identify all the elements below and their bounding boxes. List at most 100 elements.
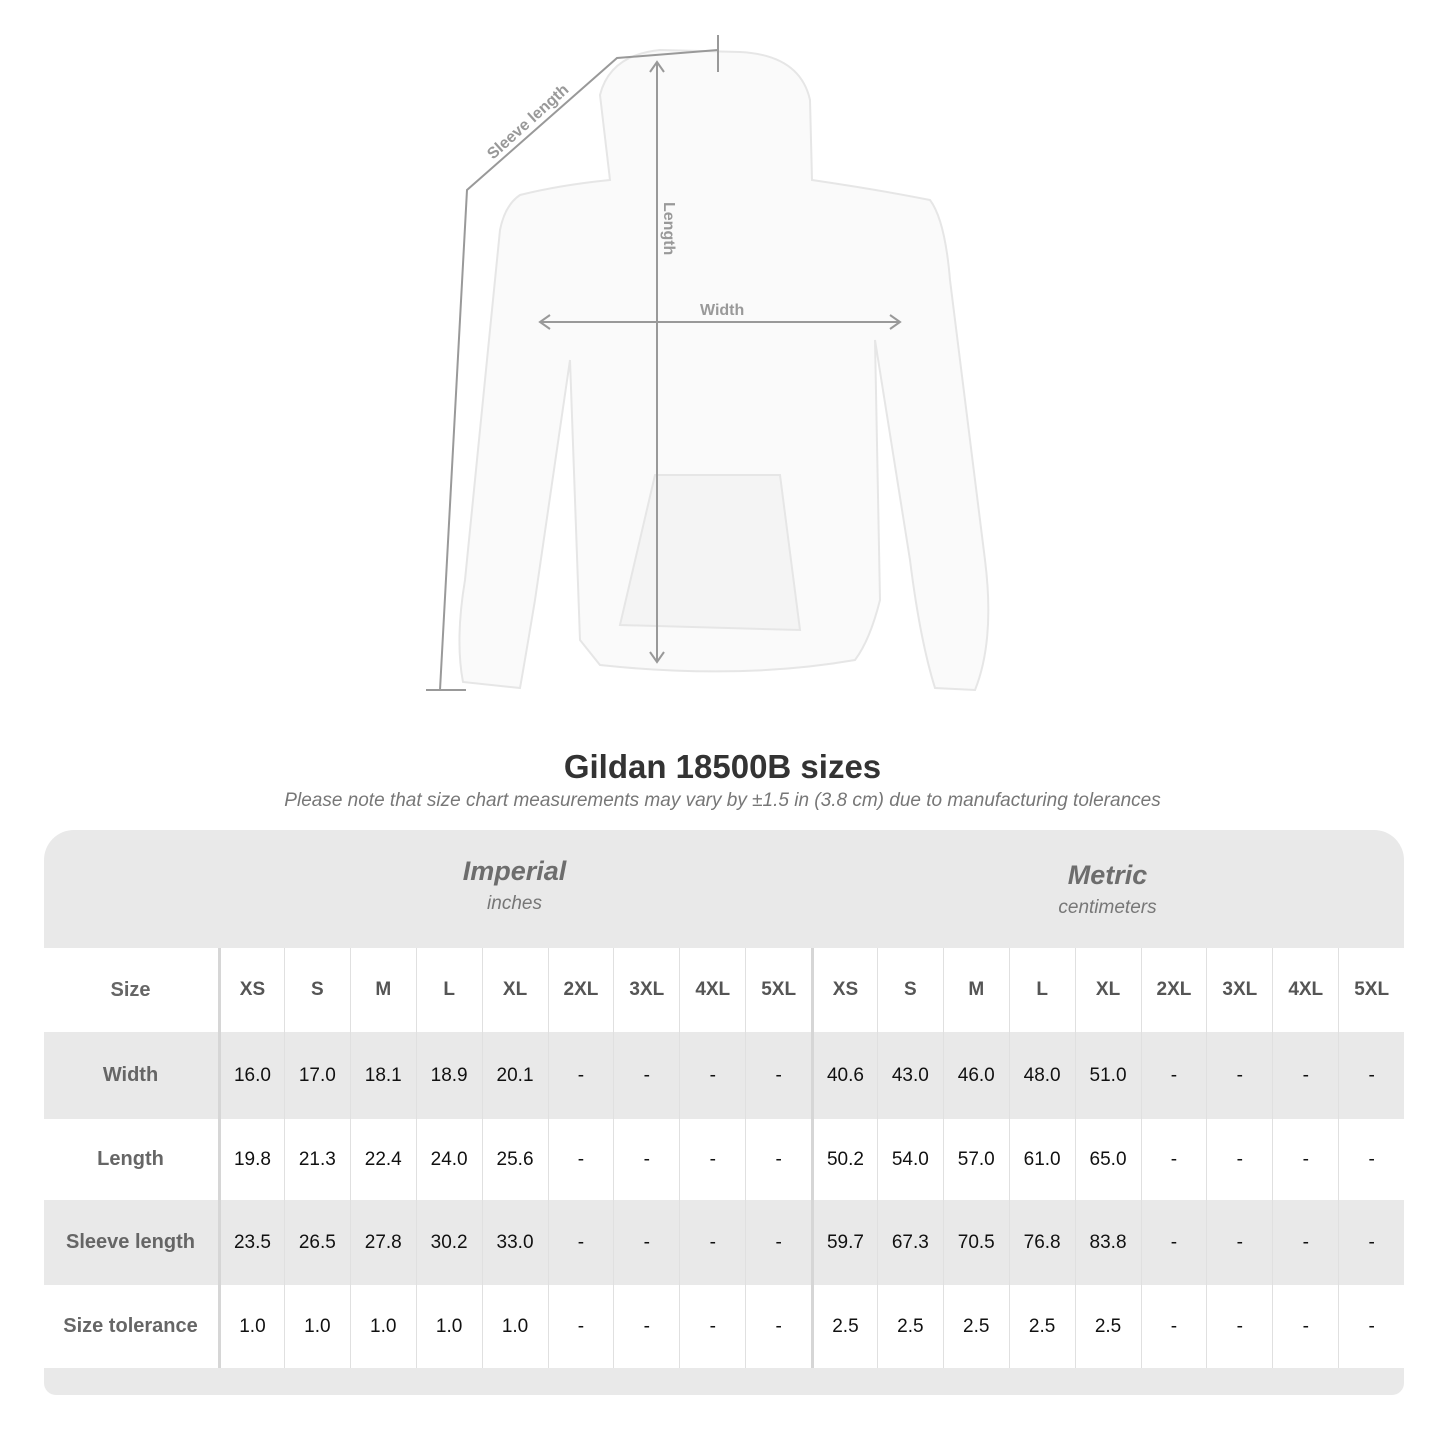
size-header-cell: 3XL (613, 948, 679, 1032)
row-label: Sleeve length (66, 1231, 195, 1253)
table-cell: 48.0 (1008, 1032, 1075, 1119)
table-cell: - (1140, 1032, 1207, 1119)
table-cell: - (1206, 1119, 1272, 1200)
table-cell: 17.0 (283, 1032, 350, 1119)
size-header-cell: 4XL (679, 948, 745, 1032)
table-cell: - (547, 1119, 614, 1200)
table-cell: 57.0 (942, 1119, 1009, 1200)
table-cell: 16.0 (218, 1032, 284, 1119)
size-header-cell: 5XL (745, 948, 811, 1032)
table-cell: 20.1 (481, 1032, 548, 1119)
table-cell: - (547, 1285, 614, 1368)
table-cell: - (679, 1032, 745, 1119)
size-header-cell: L (415, 948, 482, 1032)
table-cell: - (1338, 1032, 1404, 1119)
size-header-cell: XS (811, 948, 877, 1032)
width-label: Width (700, 302, 744, 319)
table-cell: 65.0 (1074, 1119, 1141, 1200)
table-cell: 33.0 (481, 1200, 548, 1285)
row-label: Length (97, 1148, 164, 1170)
table-cell: 46.0 (942, 1032, 1009, 1119)
length-label: Length (660, 202, 677, 255)
imperial-group: Imperial inches (218, 830, 811, 948)
table-cell: - (613, 1200, 679, 1285)
table-cell: - (1206, 1285, 1272, 1368)
size-header-cell: 2XL (1140, 948, 1207, 1032)
table-cell: 40.6 (811, 1032, 877, 1119)
table-cell: - (745, 1285, 811, 1368)
table-cell: 26.5 (283, 1200, 350, 1285)
size-header-cell: XS (218, 948, 284, 1032)
table-cell: - (547, 1200, 614, 1285)
table-cell: - (1140, 1119, 1207, 1200)
table-cell: 83.8 (1074, 1200, 1141, 1285)
table-row: Size tolerance 1.0 1.0 1.0 1.0 1.0- - - -2.5 2.5 2… (44, 1285, 1404, 1368)
table-cell: 70.5 (942, 1200, 1009, 1285)
table-cell: 30.2 (415, 1200, 482, 1285)
hoodie-diagram: Sleeve length Length Width (426, 35, 990, 692)
table-cell: 23.5 (218, 1200, 284, 1285)
table-cell: 2.5 (1008, 1285, 1075, 1368)
table-cell: 59.7 (811, 1200, 877, 1285)
table-cell: 2.5 (811, 1285, 877, 1368)
table-cell: 51.0 (1074, 1032, 1141, 1119)
table-cell: - (1140, 1200, 1207, 1285)
imperial-unit: inches (487, 893, 542, 914)
table-row: Length 19.8 21.3 22.4 24.0 25.6- - - -50.2 54.0 57… (44, 1119, 1404, 1200)
size-header-cell: S (876, 948, 943, 1032)
metric-unit: centimeters (1058, 897, 1157, 918)
table-cell: 54.0 (876, 1119, 943, 1200)
table-cell: - (1140, 1285, 1207, 1368)
table-cell: 43.0 (876, 1032, 943, 1119)
metric-group: Metric centimeters (811, 830, 1404, 948)
table-cell: - (613, 1032, 679, 1119)
table-cell: - (745, 1119, 811, 1200)
table-cell: 2.5 (942, 1285, 1009, 1368)
imperial-heading: Imperial (462, 856, 567, 886)
table-cell: - (1272, 1285, 1338, 1368)
table-cell: 18.9 (415, 1032, 482, 1119)
table-cell: 1.0 (283, 1285, 350, 1368)
row-label: Size tolerance (63, 1315, 198, 1337)
table-cell: 1.0 (481, 1285, 548, 1368)
table-row: Width 16.0 17.0 18.1 18.9 20.1- - - -40.6 43.0 46.… (44, 1032, 1404, 1119)
table-cell: 27.8 (349, 1200, 416, 1285)
tolerance-note: Please note that size chart measurements… (284, 790, 1161, 811)
table-cell: - (1206, 1032, 1272, 1119)
table-cell: - (1338, 1200, 1404, 1285)
table-cell: - (1338, 1119, 1404, 1200)
metric-heading: Metric (1067, 860, 1148, 890)
table-cell: 19.8 (218, 1119, 284, 1200)
sleeve-length-label: Sleeve length (484, 81, 572, 163)
row-label: Size (110, 978, 151, 1001)
table-cell: - (613, 1285, 679, 1368)
table-cell: 50.2 (811, 1119, 877, 1200)
hoodie-image (458, 48, 990, 692)
table-cell: - (613, 1119, 679, 1200)
table-cell: 18.1 (349, 1032, 416, 1119)
table-cell: 61.0 (1008, 1119, 1075, 1200)
table-cell: 25.6 (481, 1119, 548, 1200)
size-header-cell: 2XL (547, 948, 614, 1032)
table-cell: - (679, 1285, 745, 1368)
page-title: Gildan 18500B sizes (563, 748, 882, 785)
table-cell: - (1338, 1285, 1404, 1368)
table-row: Sleeve length 23.5 26.5 27.8 30.2 33.0- - - -59.… (44, 1200, 1404, 1285)
table-cell: - (1272, 1119, 1338, 1200)
size-table: Imperial inches Metric centimeters Size X… (44, 830, 1404, 1395)
table-cell: 67.3 (876, 1200, 943, 1285)
table-cell: 24.0 (415, 1119, 482, 1200)
table-cell: - (1206, 1200, 1272, 1285)
table-cell: - (745, 1200, 811, 1285)
table-cell: 2.5 (1074, 1285, 1141, 1368)
table-cell: - (547, 1032, 614, 1119)
table-cell: 1.0 (415, 1285, 482, 1368)
size-header-cell: L (1008, 948, 1075, 1032)
table-cell: 21.3 (283, 1119, 350, 1200)
table-cell: - (679, 1200, 745, 1285)
table-cell: 22.4 (349, 1119, 416, 1200)
size-header-cell: M (349, 948, 416, 1032)
table-cell: - (1272, 1200, 1338, 1285)
size-header-cell: XL (1074, 948, 1141, 1032)
table-cell: - (679, 1119, 745, 1200)
